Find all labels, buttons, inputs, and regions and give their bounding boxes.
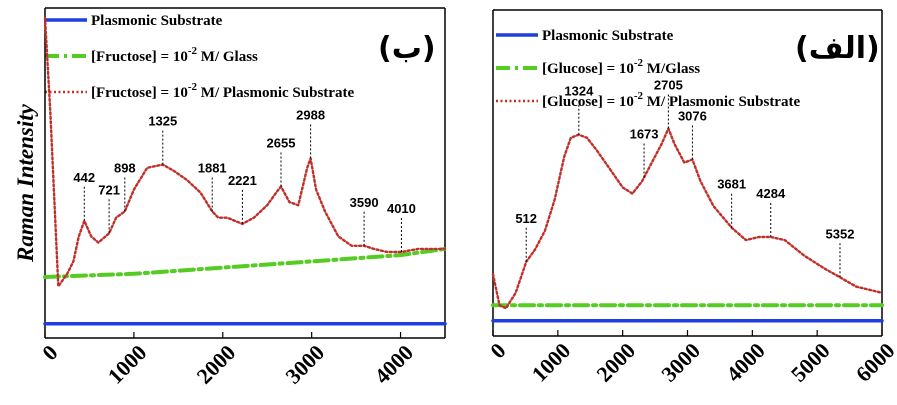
peak-label: 2221	[228, 173, 257, 188]
x-tick-label: 1000	[527, 338, 576, 387]
legend: Plasmonic Substrate [Fructose] = 10-2 M/ …	[45, 13, 354, 101]
panel-fructose: Raman Intensity (ب) Plasmonic Substrate […	[13, 7, 447, 389]
peak-label: 898	[114, 160, 136, 175]
series-line-glass	[43, 246, 447, 279]
x-tick-label: 4000	[721, 338, 770, 387]
x-tick-label: 4000	[369, 340, 418, 389]
legend-entry: Plasmonic Substrate	[91, 13, 223, 29]
panel-label: (الف)	[795, 31, 880, 66]
peak-label: 1673	[630, 126, 659, 141]
series-line-plasmonic	[43, 16, 447, 288]
legend-entry: [Glucose] = 10-2 M/Glass	[542, 57, 700, 77]
panel-glucose: (الف) Plasmonic Substrate [Glucose] = 10-…	[485, 9, 897, 387]
x-tick-label: 1000	[103, 340, 152, 389]
peak-label: 2705	[654, 78, 683, 93]
y-axis-label: Raman Intensity	[13, 103, 38, 263]
peak-label: 442	[73, 170, 95, 185]
x-tick-label: 3000	[656, 338, 705, 387]
x-tick-label: 3000	[280, 340, 329, 389]
peak-label: 4284	[756, 186, 786, 201]
x-tick-label: 0	[37, 340, 62, 365]
peak-label: 3681	[717, 177, 746, 192]
legend-entry: [Glucose] = 10-2 M/ Plasmonic Substrate	[542, 90, 800, 110]
peak-label: 512	[515, 211, 537, 226]
x-tick-label: 0	[485, 338, 510, 363]
peak-label: 1325	[148, 114, 177, 129]
x-tick-label: 5000	[786, 338, 835, 387]
series-line-plasmonic	[491, 127, 884, 310]
peak-label: 2655	[267, 135, 296, 150]
peak-label: 2988	[296, 107, 325, 122]
x-tick-label: 2000	[591, 338, 640, 387]
legend-entry: Plasmonic Substrate	[542, 28, 674, 44]
peak-label: 1881	[198, 160, 227, 175]
peak-label: 5352	[826, 226, 855, 241]
peak-label: 721	[98, 182, 120, 197]
peak-label: 1324	[564, 84, 594, 99]
legend: Plasmonic Substrate [Glucose] = 10-2 M/Gl…	[496, 28, 800, 110]
panel-label: (ب)	[378, 31, 436, 66]
legend-entry: [Fructose] = 10-2 M/ Glass	[91, 45, 258, 65]
x-tick-label: 6000	[851, 338, 897, 387]
peak-label: 4010	[387, 201, 416, 216]
peak-label: 3076	[678, 109, 707, 124]
peak-label: 3590	[350, 195, 379, 210]
x-tick-label: 2000	[192, 340, 241, 389]
legend-entry: [Fructose] = 10-2 M/ Plasmonic Substrate	[91, 81, 354, 101]
